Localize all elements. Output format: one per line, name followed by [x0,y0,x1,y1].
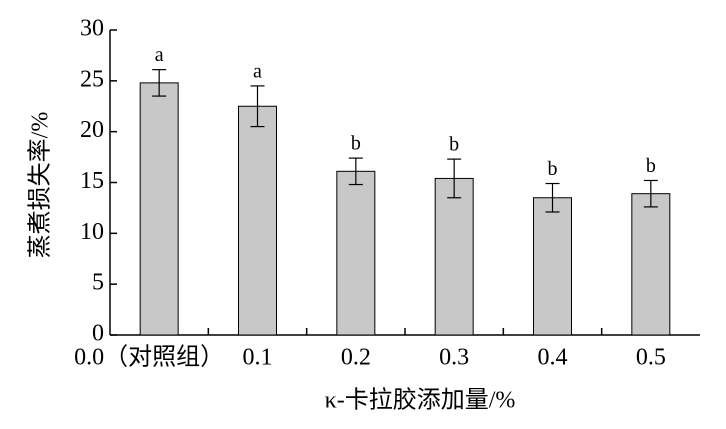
y-tick-label: 30 [80,16,104,42]
y-tick-label: 0 [92,321,104,347]
annotation: a [155,44,164,66]
annotation: b [449,134,459,156]
annotation: b [548,158,558,180]
x-tick-label: 0.4 [538,345,568,371]
bar [631,193,671,336]
y-axis-label: 蒸煮损失率/% [27,112,54,259]
x-tick-label: 0.1 [243,345,273,371]
bar [139,82,179,336]
x-tick-label: 0.3 [439,345,469,371]
x-tick-label: 0.0（对照组） [74,344,224,371]
bar [336,170,376,336]
y-tick-label: 5 [92,270,104,296]
annotation: b [351,133,361,155]
y-tick-label: 10 [80,219,104,245]
bar [238,105,277,336]
y-tick-label: 25 [80,66,104,92]
x-tick-label: 0.5 [636,345,666,371]
x-tick-label: 0.2 [341,345,371,371]
x-axis-label: κ-卡拉胶添加量/% [325,387,516,414]
bar [533,197,572,336]
annotation: a [253,61,262,83]
annotation: b [646,155,656,177]
y-tick-label: 15 [80,168,104,194]
y-tick-label: 20 [80,117,104,143]
bar [434,177,474,336]
